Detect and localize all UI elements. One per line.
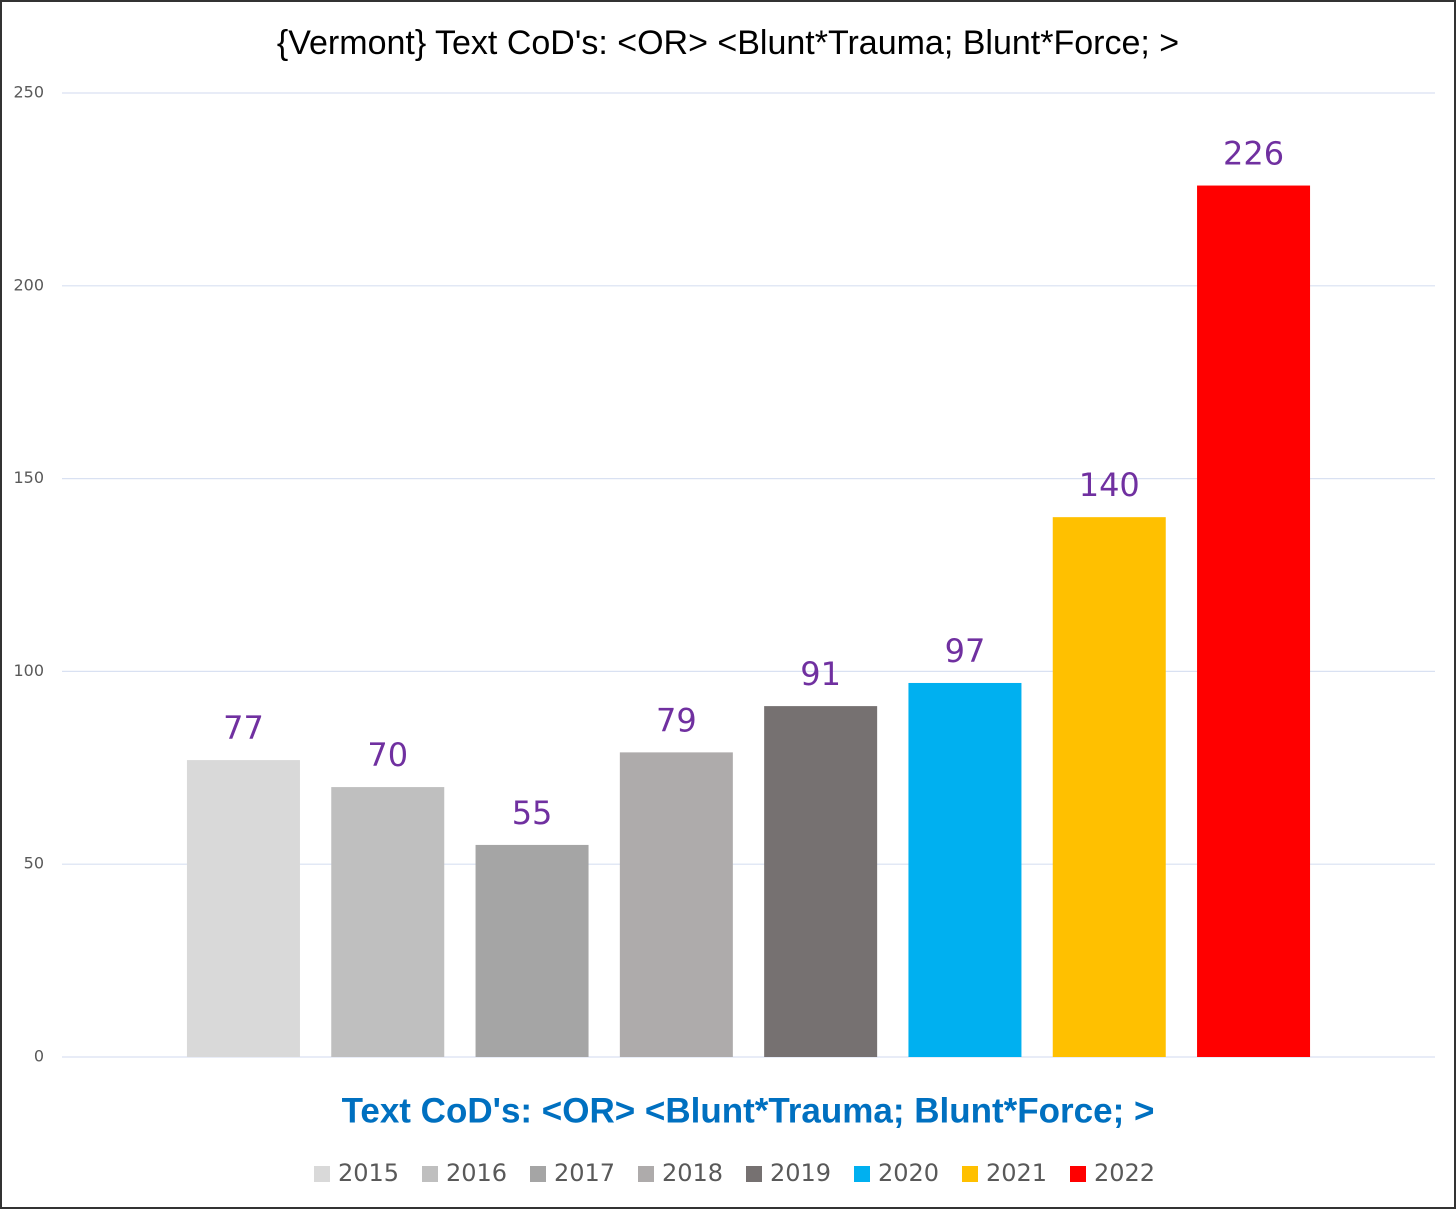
chart-title: {Vermont} Text CoD's: <OR> <Blunt*Trauma… (277, 24, 1179, 62)
bar (908, 682, 1022, 1057)
data-label: 55 (512, 794, 553, 832)
legend-label: 2015 (338, 1159, 399, 1187)
legend-swatch (854, 1166, 870, 1182)
data-label: 226 (1223, 135, 1284, 173)
bar (331, 787, 445, 1057)
bar (1197, 185, 1311, 1057)
legend-label: 2017 (554, 1159, 615, 1187)
legend-swatch (530, 1166, 546, 1182)
legend-swatch (638, 1166, 654, 1182)
legend-label: 2022 (1094, 1159, 1155, 1187)
y-tick-label: 150 (13, 468, 44, 487)
bar (475, 844, 589, 1057)
legend-label: 2019 (770, 1159, 831, 1187)
bar (764, 706, 878, 1057)
bar (1052, 517, 1166, 1057)
legend-swatch (746, 1166, 762, 1182)
data-label: 79 (656, 701, 697, 739)
legend-swatch (962, 1166, 978, 1182)
legend-label: 2016 (446, 1159, 507, 1187)
legend-label: 2021 (986, 1159, 1047, 1187)
y-tick-label: 0 (34, 1047, 44, 1066)
bar (186, 760, 300, 1057)
data-label: 91 (800, 655, 841, 693)
data-label: 70 (367, 736, 408, 774)
y-tick-label: 250 (13, 83, 44, 102)
legend-swatch (1070, 1166, 1086, 1182)
x-axis-title: Text CoD's: <OR> <Blunt*Trauma; Blunt*Fo… (342, 1091, 1155, 1130)
y-tick-label: 200 (13, 275, 44, 294)
legend-label: 2020 (878, 1159, 939, 1187)
bar (619, 752, 733, 1057)
y-tick-label: 100 (13, 661, 44, 680)
legend-swatch (314, 1166, 330, 1182)
legend-label: 2018 (662, 1159, 723, 1187)
data-label: 97 (945, 632, 986, 670)
data-label: 77 (223, 709, 264, 747)
y-tick-label: 50 (24, 854, 44, 873)
legend-swatch (422, 1166, 438, 1182)
data-label: 140 (1079, 466, 1140, 504)
